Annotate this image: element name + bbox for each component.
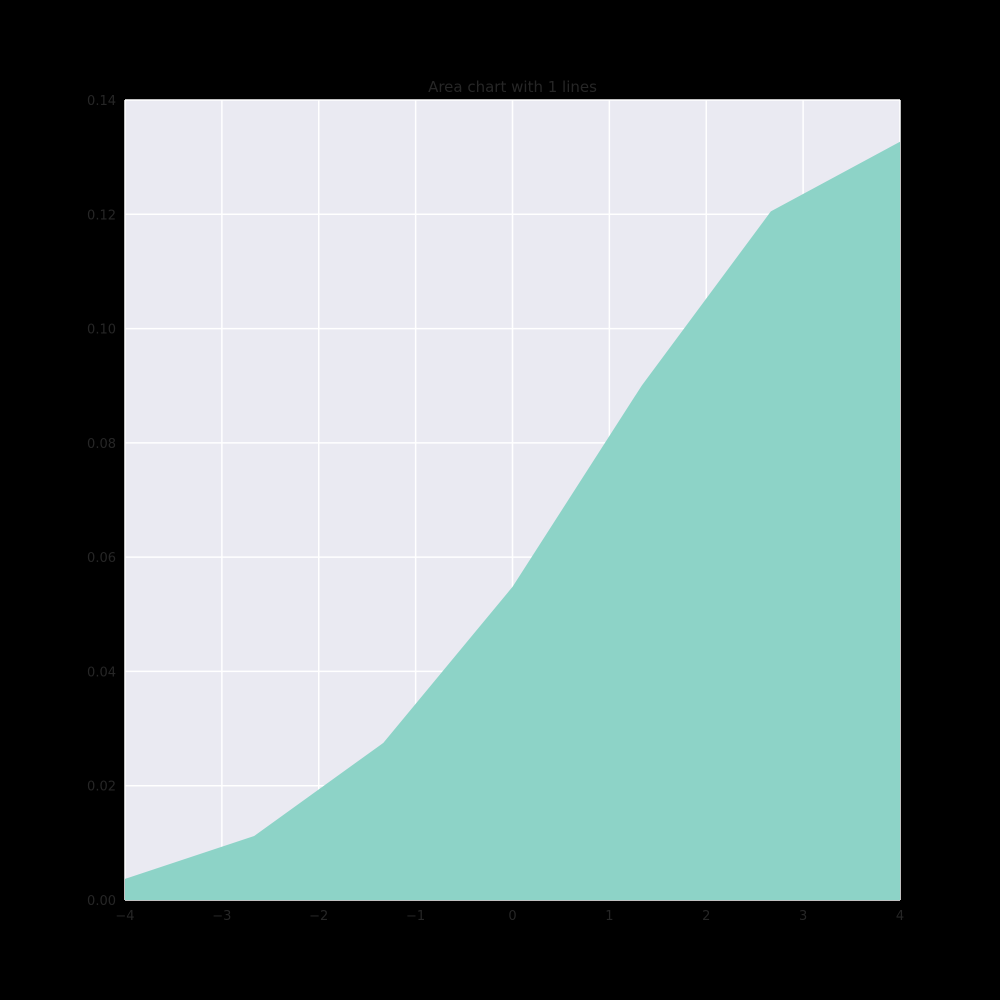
tick-labels: −4 −3 −2 −1 0 1 2 3 4 0.00 0.02 0.04 0.06 0.08 0.10 0.1… bbox=[87, 94, 904, 924]
x-tick-label: 2 bbox=[702, 909, 710, 924]
x-tick-label: −1 bbox=[406, 909, 425, 924]
x-tick-label: −2 bbox=[309, 909, 328, 924]
y-tick-label: 0.14 bbox=[87, 94, 116, 109]
x-tick-label: 0 bbox=[508, 909, 516, 924]
y-tick-label: 0.04 bbox=[87, 665, 116, 680]
x-tick-label: −3 bbox=[212, 909, 231, 924]
y-tick-label: 0.08 bbox=[87, 437, 116, 452]
y-tick-label: 0.02 bbox=[87, 780, 116, 795]
chart-title: Area chart with 1 lines bbox=[428, 78, 597, 96]
area-series-0 bbox=[125, 141, 900, 900]
y-tick-label: 0.00 bbox=[87, 894, 116, 909]
y-tick-label: 0.12 bbox=[87, 208, 116, 223]
y-tick-label: 0.10 bbox=[87, 323, 116, 338]
x-tick-label: −4 bbox=[115, 909, 134, 924]
y-tick-label: 0.06 bbox=[87, 551, 116, 566]
area-series-layer bbox=[125, 141, 900, 900]
x-tick-label: 1 bbox=[605, 909, 613, 924]
x-tick-label: 3 bbox=[799, 909, 807, 924]
x-tick-label: 4 bbox=[896, 909, 904, 924]
